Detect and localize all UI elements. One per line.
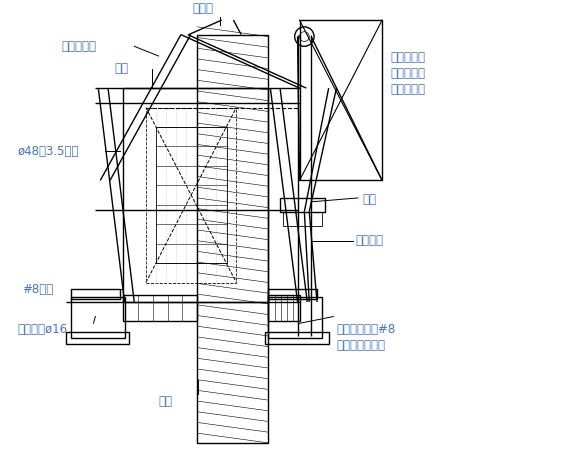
Text: 绳梯: 绳梯 [115, 62, 129, 75]
Bar [280, 198, 325, 212]
Bar [71, 289, 120, 299]
Bar [66, 332, 129, 344]
Bar [283, 212, 322, 226]
Text: #8槽钢: #8槽钢 [23, 283, 54, 296]
Text: 安全带: 安全带 [193, 2, 214, 15]
Bar [71, 297, 124, 338]
Bar [268, 297, 322, 338]
Text: 施工人员: 施工人员 [356, 234, 384, 247]
Text: 落差保护器: 落差保护器 [62, 40, 97, 53]
Bar [268, 295, 299, 321]
Text: 电焊: 电焊 [363, 193, 377, 207]
Text: 大钢管套小
钢管组成活
动栏杆立杆: 大钢管套小 钢管组成活 动栏杆立杆 [390, 51, 425, 96]
Bar [299, 20, 382, 180]
Bar [123, 295, 197, 321]
Bar [146, 108, 236, 282]
Bar [123, 88, 268, 302]
Bar [197, 35, 268, 443]
Bar [268, 289, 317, 299]
Bar [266, 332, 329, 344]
Text: 脚手板两端与#8
槽钢用铅丝扎紧: 脚手板两端与#8 槽钢用铅丝扎紧 [336, 323, 396, 352]
Text: ø48＊3.5钢管: ø48＊3.5钢管 [18, 145, 79, 158]
Text: 双头螺栓ø16: 双头螺栓ø16 [18, 323, 68, 336]
Text: 钢柱: 钢柱 [159, 395, 172, 408]
Bar [155, 127, 227, 263]
